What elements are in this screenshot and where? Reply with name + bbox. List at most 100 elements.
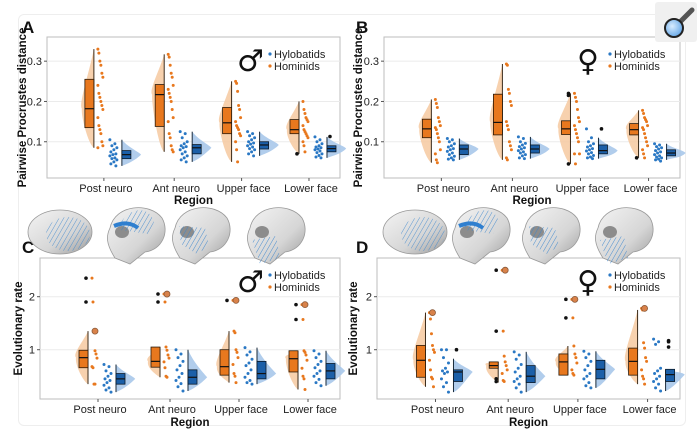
hominid-point (98, 59, 102, 63)
legend-swatch-hylobatids (268, 52, 272, 56)
hominid-point (302, 108, 306, 112)
hominid-point (234, 140, 238, 144)
hylobatid-point (107, 365, 111, 369)
hylobatid-point (250, 357, 254, 361)
hylobatid-point (246, 130, 250, 134)
hylobatid-point (105, 381, 109, 385)
hominid-point (641, 374, 645, 378)
hylobatid-box (458, 144, 469, 156)
hominid-point (96, 146, 100, 150)
hominid-point (570, 368, 574, 372)
y-axis-title: Evolutionary rate (13, 282, 25, 376)
hominid-box (492, 93, 503, 136)
x-tick-label: Ant neuro (148, 404, 196, 416)
hominid-point (427, 358, 431, 362)
hominid-point (430, 377, 434, 381)
magnifier-icon[interactable] (655, 2, 697, 42)
x-tick-label: Upper face (556, 183, 610, 195)
hylobatid-point (316, 147, 320, 151)
eye-socket (255, 226, 269, 238)
hylobatid-point (248, 350, 252, 354)
hylobatid-point (247, 361, 251, 365)
hylobatid-point (660, 146, 664, 150)
hominid-point (434, 101, 438, 105)
hominid-point (437, 120, 441, 124)
hominid-point (431, 385, 435, 389)
hominid-point (235, 350, 239, 354)
hominid-point (577, 120, 581, 124)
hominid-highlight-point (91, 327, 99, 335)
hylobatid-point (317, 153, 321, 157)
category-group-ant-neuro: Ant neuro (485, 266, 546, 416)
hylobatid-point (315, 140, 319, 144)
hominid-point (505, 124, 509, 128)
female-symbol-icon: ♀ (577, 265, 599, 300)
hominid-point (436, 116, 440, 120)
hylobatid-point (655, 377, 659, 381)
hylobatid-point (446, 157, 450, 161)
hylobatid-point (520, 154, 524, 158)
hylobatid-point (654, 158, 658, 162)
hominid-point (438, 124, 442, 128)
hylobatid-point (584, 127, 588, 131)
hominid-outlier (294, 317, 298, 322)
hylobatid-point (657, 157, 661, 161)
hominid-box (78, 349, 89, 369)
hominid-point (97, 91, 101, 95)
hylobatid-point (313, 135, 317, 139)
hylobatid-point (179, 352, 183, 356)
hylobatid-point (589, 151, 593, 155)
hylobatid-point (314, 145, 318, 149)
hominid-point (505, 158, 509, 162)
hylobatid-point (114, 152, 118, 156)
hominid-point (167, 132, 171, 136)
hominid-point (509, 103, 513, 107)
hominid-point (501, 329, 505, 333)
hylobatid-violin (326, 136, 347, 158)
hominid-point (430, 343, 434, 347)
hominid-point (101, 108, 105, 112)
legend-swatch-hylobatids (608, 273, 612, 277)
hylobatid-point (443, 366, 447, 370)
hominid-point (575, 108, 579, 112)
hylobatid-point (440, 369, 444, 373)
hominid-point (237, 128, 241, 132)
hominid-point (93, 382, 97, 386)
hylobatid-point (582, 377, 586, 381)
hylobatid-point (178, 148, 182, 152)
hominid-point (643, 156, 647, 160)
panel-C: C 1 2 Evolutionary rate Post neuro Ant neuro U… (13, 238, 346, 429)
hylobatid-point (442, 372, 446, 376)
hominid-point (506, 87, 510, 91)
hylobatid-point (115, 158, 119, 162)
skull-illustration-2 (452, 207, 511, 265)
hylobatid-point (318, 138, 322, 142)
hylobatid-point (652, 337, 656, 341)
hominid-point (432, 350, 436, 354)
hylobatid-point (522, 157, 526, 161)
hylobatid-box (453, 369, 463, 382)
hylobatid-point (659, 366, 663, 370)
hylobatid-point (110, 144, 114, 148)
hylobatid-point (319, 146, 323, 150)
hominid-point (641, 108, 645, 112)
hylobatid-point (181, 359, 185, 363)
hylobatid-point (245, 381, 249, 385)
hylobatid-point (102, 383, 106, 387)
hylobatid-point (450, 138, 454, 142)
hominid-point (239, 134, 243, 138)
legend-swatch-hominids (268, 285, 272, 289)
hylobatid-point (174, 348, 178, 352)
hylobatid-point (175, 368, 179, 372)
hominid-point (646, 144, 650, 148)
landmark-mesh (600, 236, 628, 264)
skull-illustration-1 (382, 209, 448, 255)
hominid-outlier (156, 292, 160, 296)
hominid-point (303, 112, 307, 116)
hylobatid-box (525, 365, 536, 383)
hominid-point (235, 81, 239, 85)
hylobatid-point (589, 386, 593, 390)
hylobatid-point (585, 156, 589, 160)
